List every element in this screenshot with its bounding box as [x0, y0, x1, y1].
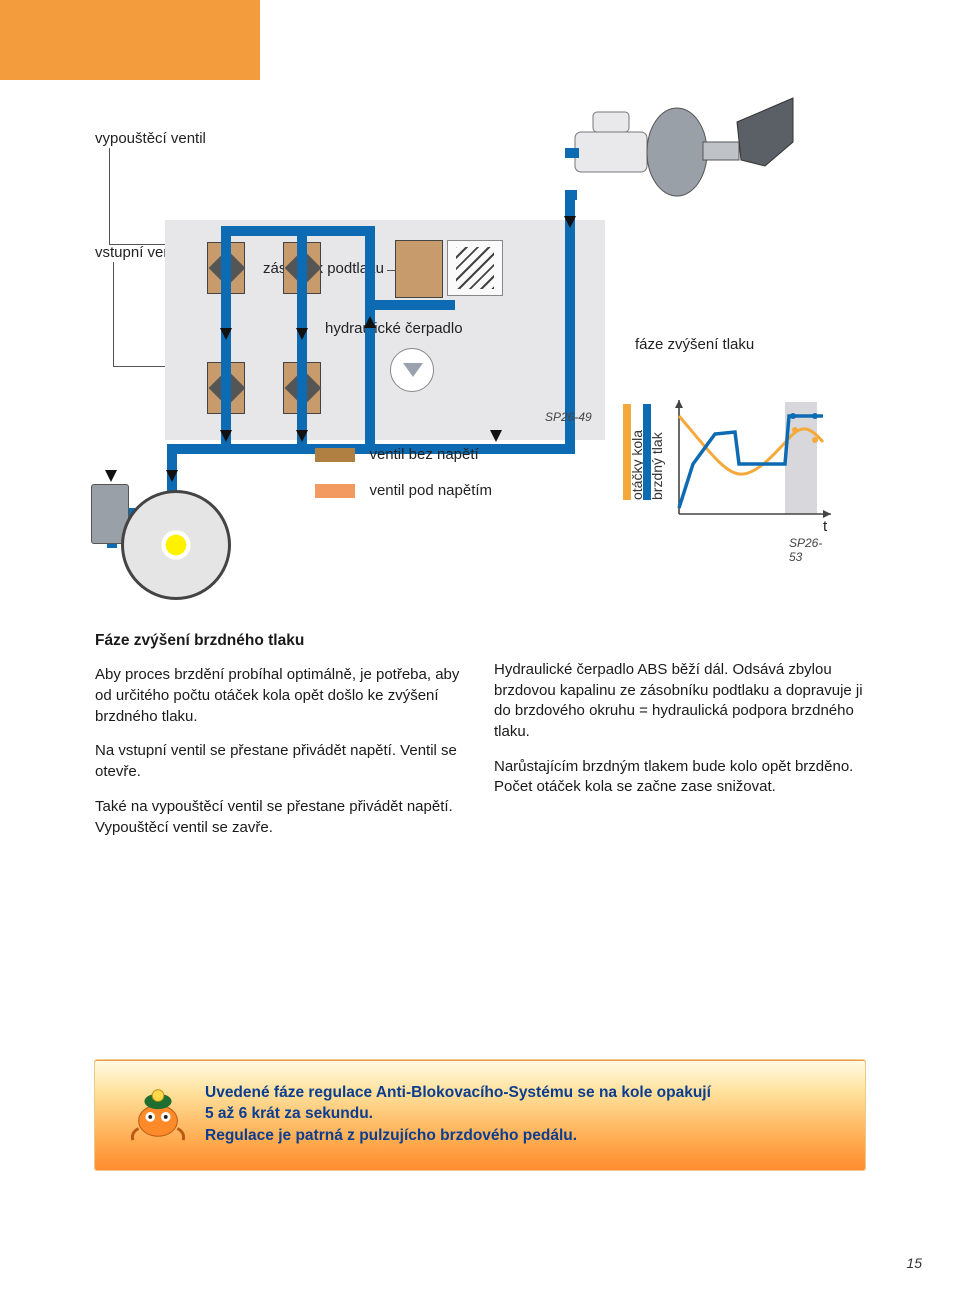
legend-label: ventil bez napětí	[369, 446, 478, 463]
pipe	[365, 230, 375, 448]
chart-y-label-pressure: brzdný tlak	[649, 400, 665, 500]
pressure-rpm-chart: otáčky kola brzdný tlak t SP26-53	[635, 394, 835, 554]
pipe	[365, 300, 455, 310]
flow-arrow	[166, 470, 178, 482]
leader-line	[113, 262, 114, 366]
swatch-no-power	[315, 448, 355, 462]
swatch-powered	[315, 484, 355, 498]
pipe	[565, 190, 577, 200]
header-tab	[0, 0, 260, 80]
reservoir-block	[395, 240, 443, 298]
legend-label: ventil pod napětím	[369, 482, 492, 499]
flow-arrow	[364, 316, 376, 328]
left-column: Fáze zvýšení brzdného tlaku Aby proces b…	[95, 630, 466, 852]
flow-arrow	[220, 430, 232, 442]
paragraph: Na vstupní ventil se přestane přivádět n…	[95, 741, 466, 782]
legend-no-power: ventil bez napětí	[315, 446, 479, 464]
paragraph: Počet otáček kola se začne zase snižovat…	[494, 777, 865, 798]
spring-accumulator	[447, 240, 503, 296]
hydraulic-diagram: vypouštěcí ventil vstupní ventil zásobní…	[95, 130, 865, 590]
chart-legend-bar-rpm	[623, 404, 631, 500]
right-column: Hydraulické čerpadlo ABS běží dál. Odsáv…	[494, 630, 865, 852]
flow-arrow	[105, 470, 117, 482]
leader-line	[109, 148, 110, 244]
flow-arrow	[490, 430, 502, 442]
label-hydraulic-pump: hydraulické čerpadlo	[325, 320, 463, 337]
label-outlet-valve: vypouštěcí ventil	[95, 130, 206, 147]
callout-text: Uvedené fáze regulace Anti-Blokovacího-S…	[205, 1082, 845, 1146]
paragraph: Vypouštěcí ventil se zavře.	[95, 818, 466, 839]
label-phase-title: fáze zvýšení tlaku	[635, 336, 754, 353]
chart-legend-bar-pressure	[643, 404, 651, 500]
flow-arrow	[220, 328, 232, 340]
callout-line: Regulace je patrná z pulzujícho brzdovéh…	[205, 1125, 845, 1146]
paragraph: Také na vypouštěcí ventil se přestane př…	[95, 797, 466, 818]
brake-booster	[565, 90, 795, 240]
pipe	[221, 226, 375, 236]
flow-arrow	[296, 328, 308, 340]
page-number: 15	[906, 1255, 922, 1271]
chart-svg	[635, 394, 835, 554]
section-heading: Fáze zvýšení brzdného tlaku	[95, 630, 466, 651]
legend-powered: ventil pod napětím	[315, 482, 492, 500]
paragraph: Hydraulické čerpadlo ABS běží dál. Odsáv…	[494, 660, 865, 743]
figure-code-right: SP26-53	[789, 536, 835, 564]
paragraph: Aby proces brzdění probíhal optimálně, j…	[95, 665, 466, 727]
flow-arrow	[564, 216, 576, 228]
body-text: Fáze zvýšení brzdného tlaku Aby proces b…	[95, 630, 865, 852]
flow-arrow	[296, 430, 308, 442]
chart-x-label: t	[823, 518, 827, 535]
paragraph: Narůstajícím brzdným tlakem bude kolo op…	[494, 757, 865, 778]
callout-line: Uvedené fáze regulace Anti-Blokovacího-S…	[205, 1082, 845, 1103]
callout-band: Uvedené fáze regulace Anti-Blokovacího-S…	[95, 1060, 865, 1170]
mascot-icon	[127, 1082, 189, 1144]
hydraulic-pump	[390, 348, 434, 392]
figure-code-left: SP26-49	[545, 410, 592, 424]
callout-line: 5 až 6 krát za sekundu.	[205, 1103, 845, 1124]
wheel	[121, 490, 231, 600]
